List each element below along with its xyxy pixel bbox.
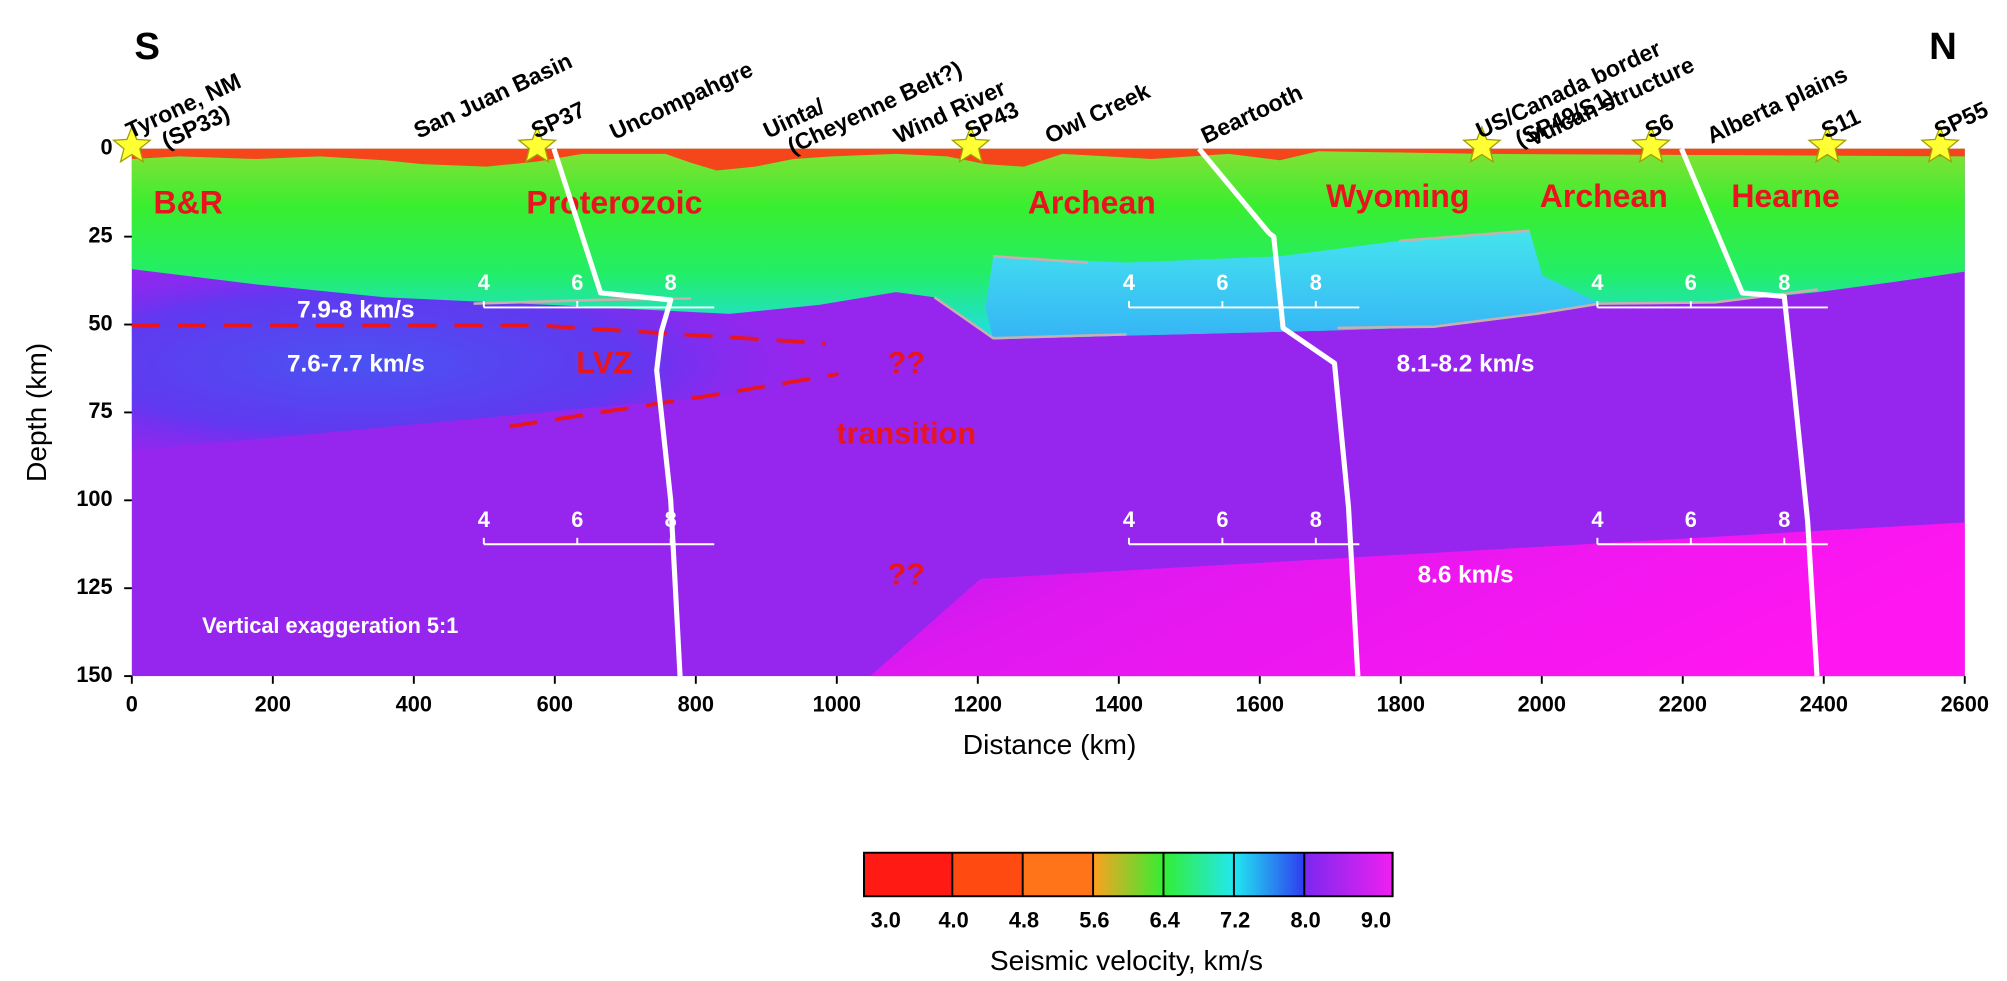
colorbar-segment [1093,853,1163,897]
station-label: SP55 [1930,96,1992,143]
x-tick-label: 1400 [1095,691,1143,716]
x-tick-label: 1800 [1377,691,1425,716]
colorbar-segment [1234,853,1304,897]
mini-axis-label: 4 [478,270,490,295]
mini-axis-label: 6 [1216,270,1228,295]
x-tick-label: 2200 [1659,691,1707,716]
annotation: ?? [887,345,925,380]
colorbar-tick-label: 9.0 [1361,908,1391,933]
chart: S N Distance (km) Depth (km) Seismic vel… [0,0,2007,981]
annotation: 7.6-7.7 km/s [287,350,425,377]
colorbar-segment [952,853,1022,897]
colorbar-tick-label: 4.0 [938,908,968,933]
station-label: S11 [1817,103,1864,143]
y-tick-label: 100 [76,486,112,511]
mini-axis-label: 8 [1778,507,1790,532]
mini-axis-label: 4 [1123,270,1135,295]
mini-axis-label: 6 [571,507,583,532]
x-tick-label: 800 [678,691,714,716]
mini-axis-label: 6 [571,270,583,295]
colorbar-segment [864,853,952,897]
mini-axis-label: 8 [1310,507,1322,532]
colorbar-tick-label: 7.2 [1220,908,1250,933]
velocity-field [132,149,1965,676]
x-tick-label: 200 [255,691,291,716]
colorbar-segment [1163,853,1233,897]
station-label-line: SP37 [527,96,589,143]
y-tick-label: 75 [88,398,112,423]
region-label: Proterozoic [526,185,702,221]
colorbar-tick-label: 6.4 [1150,908,1180,933]
side-label: S [134,25,160,68]
province-label-line: Uncompahgre [606,56,757,145]
x-tick-label: 0 [126,691,138,716]
y-tick-label: 150 [76,662,112,687]
x-tick-label: 2400 [1800,691,1848,716]
y-axis-title: Depth (km) [21,343,52,482]
mini-axis-label: 6 [1685,507,1697,532]
colorbar-tick-label: 3.0 [871,908,901,933]
y-tick-label: 0 [101,134,113,159]
province-label-line: Beartooth [1197,79,1306,148]
mini-axis-label: 4 [1123,507,1135,532]
province-label: Owl Creek [1041,77,1154,148]
region-label: Hearne [1731,178,1839,214]
side-label: N [1929,25,1957,68]
colorbar-tick-label: 4.8 [1009,908,1039,933]
x-tick-label: 2600 [1941,691,1989,716]
province-label: Uncompahgre [606,56,757,145]
station-label-line: SP55 [1930,96,1992,143]
x-axis-title: Distance (km) [963,729,1137,760]
annotation: ?? [887,556,925,591]
y-tick-label: 50 [88,310,112,335]
y-tick-label: 25 [88,222,112,247]
province-label: Uinta/(Cheyenne Belt?) [759,33,966,165]
y-tick-label: 125 [76,574,112,599]
region-label: Archean [1540,178,1668,214]
x-tick-label: 1600 [1236,691,1284,716]
annotation: LVZ [576,345,632,380]
province-label: Beartooth [1197,79,1306,148]
colorbar-tick-label: 5.6 [1079,908,1109,933]
mini-axis-label: 6 [1685,270,1697,295]
colorbar-title: Seismic velocity, km/s [990,945,1263,976]
x-tick-label: 2000 [1518,691,1566,716]
annotation: 7.9-8 km/s [297,297,415,324]
annotation: transition [836,416,976,451]
mini-axis-label: 8 [1778,270,1790,295]
region-label: Wyoming [1326,178,1469,214]
mini-axis-label: 6 [1216,507,1228,532]
station-label-line: S11 [1817,103,1864,143]
x-tick-label: 1200 [954,691,1002,716]
province-label-line: Owl Creek [1041,77,1154,148]
colorbar-segment [1023,853,1093,897]
annotation: Vertical exaggeration 5:1 [202,613,458,638]
mini-axis-label: 8 [1310,270,1322,295]
annotation: 8.1-8.2 km/s [1397,350,1535,377]
region-label: B&R [154,185,223,221]
colorbar-tick-label: 8.0 [1290,908,1320,933]
region-label: Archean [1028,185,1156,221]
x-tick-label: 400 [396,691,432,716]
page: S N Distance (km) Depth (km) Seismic vel… [0,0,2007,981]
mini-axis-label: 4 [1591,270,1603,295]
mini-axis-label: 4 [1591,507,1603,532]
x-tick-label: 1000 [813,691,861,716]
mini-axis-label: 8 [665,270,677,295]
mini-axis-label: 4 [478,507,490,532]
x-tick-label: 600 [537,691,573,716]
annotation: 8.6 km/s [1418,562,1514,589]
colorbar-segment [1304,853,1392,897]
station-label: SP37 [527,96,589,143]
